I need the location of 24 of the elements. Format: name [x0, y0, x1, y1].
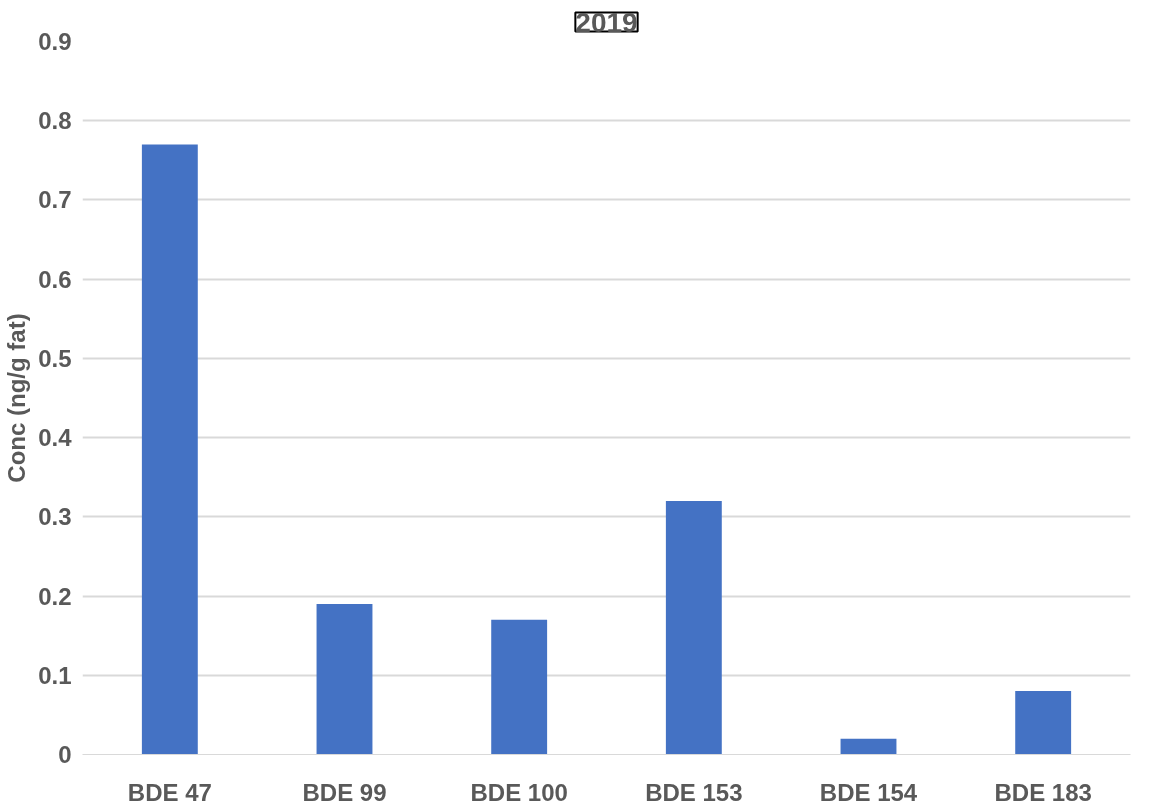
x-tick-label: BDE 153	[645, 778, 743, 806]
bar	[491, 619, 548, 755]
bar	[141, 144, 198, 755]
y-tick-label: 0.2	[38, 582, 72, 610]
y-tick-label: 0.7	[38, 186, 72, 214]
bar	[1015, 691, 1072, 755]
x-tick-label: BDE 99	[302, 778, 387, 806]
x-tick-label: BDE 183	[994, 778, 1092, 806]
x-tick-label: BDE 47	[127, 778, 212, 806]
x-tick-label: BDE 154	[819, 778, 918, 806]
y-tick-label: 0	[58, 741, 72, 768]
bar	[316, 603, 373, 755]
y-axis-title: Conc (ng/g fat)	[3, 313, 31, 483]
y-tick-label: 0.6	[38, 265, 72, 293]
y-tick-label: 0.9	[38, 28, 72, 55]
bar	[665, 500, 722, 755]
y-tick-label: 0.1	[38, 661, 72, 689]
y-tick-label: 0.3	[38, 503, 72, 531]
y-tick-label: 0.4	[38, 424, 73, 452]
bar	[840, 738, 897, 755]
y-tick-label: 0.8	[38, 107, 72, 135]
y-tick-label: 0.5	[38, 344, 72, 372]
x-tick-label: BDE 100	[470, 778, 568, 806]
chart-title: 2019	[575, 6, 638, 38]
